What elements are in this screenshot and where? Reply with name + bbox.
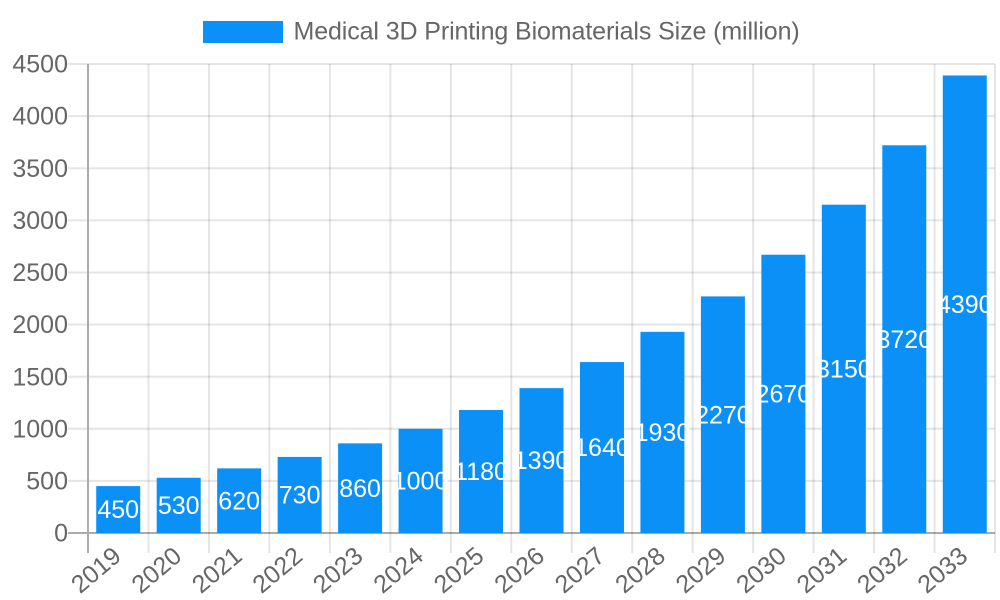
svg-text:1390: 1390 — [514, 447, 570, 475]
svg-text:2500: 2500 — [12, 259, 68, 287]
svg-text:1500: 1500 — [12, 363, 68, 391]
svg-text:530: 530 — [158, 492, 200, 520]
svg-text:450: 450 — [97, 496, 139, 524]
svg-text:1640: 1640 — [574, 434, 630, 462]
svg-text:1930: 1930 — [635, 419, 691, 447]
svg-text:2000: 2000 — [12, 311, 68, 339]
svg-text:2270: 2270 — [695, 401, 751, 429]
svg-text:1000: 1000 — [12, 415, 68, 443]
svg-text:4000: 4000 — [12, 103, 68, 131]
svg-text:3000: 3000 — [12, 207, 68, 235]
svg-text:860: 860 — [339, 475, 381, 503]
svg-text:0: 0 — [54, 520, 68, 548]
svg-text:500: 500 — [26, 467, 68, 495]
svg-text:Medical 3D Printing Biomateria: Medical 3D Printing Biomaterials Size (m… — [294, 18, 800, 46]
svg-text:620: 620 — [218, 487, 260, 515]
svg-text:4390: 4390 — [937, 291, 993, 319]
svg-text:3720: 3720 — [876, 326, 932, 354]
svg-text:3500: 3500 — [12, 155, 68, 183]
svg-text:1000: 1000 — [393, 467, 449, 495]
svg-text:3150: 3150 — [816, 355, 872, 383]
svg-text:730: 730 — [279, 482, 321, 510]
svg-text:1180: 1180 — [454, 458, 508, 486]
svg-text:2670: 2670 — [756, 380, 812, 408]
svg-text:4500: 4500 — [12, 51, 68, 79]
